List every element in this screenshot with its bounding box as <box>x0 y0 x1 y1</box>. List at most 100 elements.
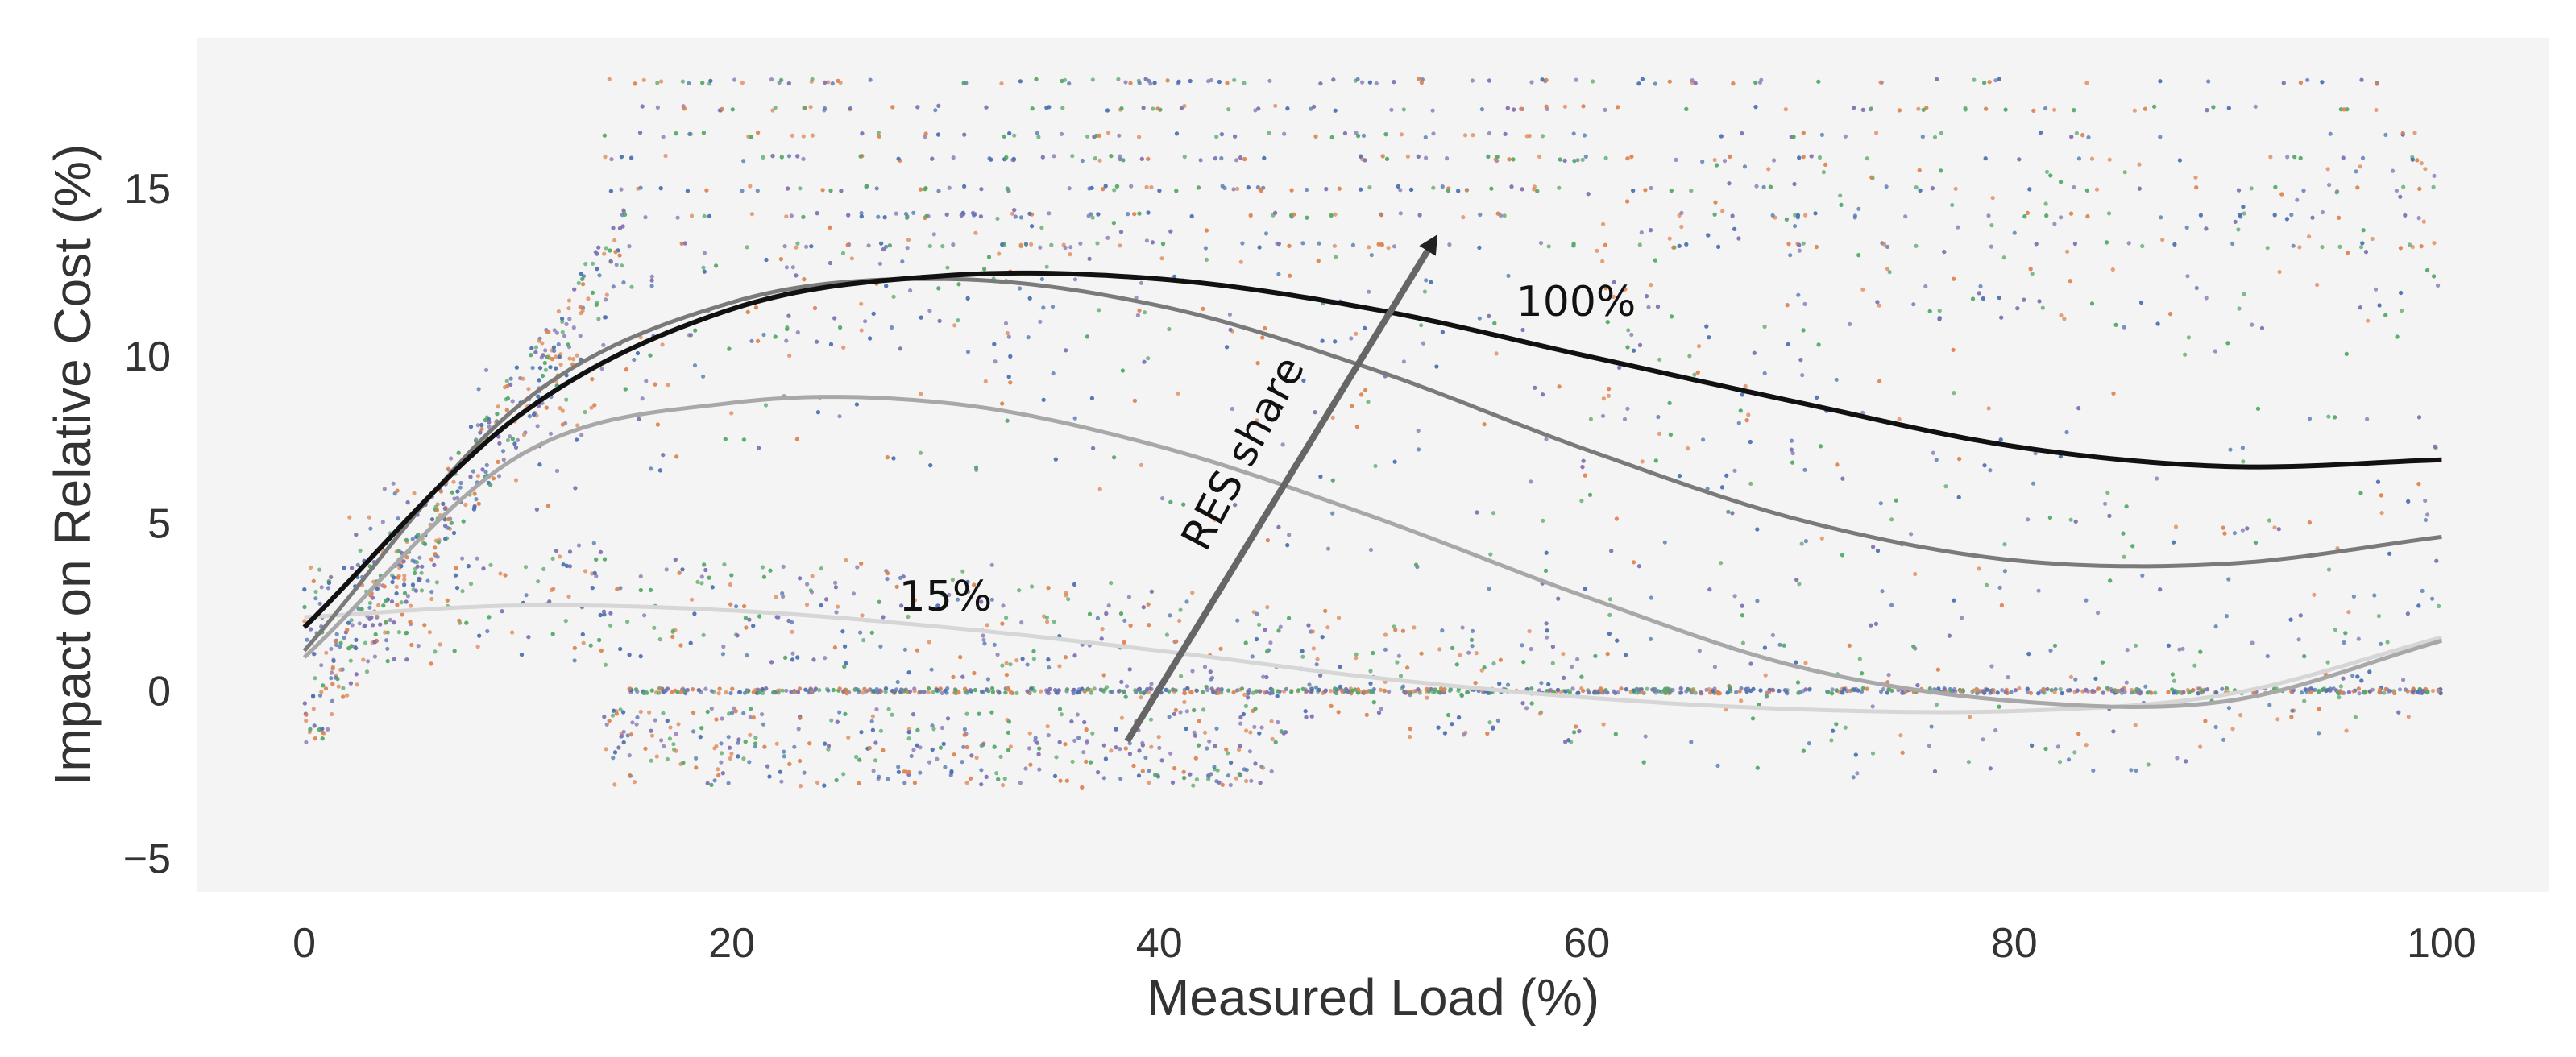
scatter-point <box>674 131 678 136</box>
scatter-point <box>474 497 479 502</box>
scatter-point <box>726 781 731 785</box>
scatter-point <box>1012 133 1017 138</box>
scatter-point <box>2265 653 2270 659</box>
scatter-point <box>1253 707 1258 711</box>
scatter-point <box>926 686 931 691</box>
scatter-point <box>1039 226 1044 230</box>
scatter-point <box>2357 691 2362 696</box>
scatter-point <box>429 661 433 666</box>
scatter-point <box>488 483 493 487</box>
scatter-point <box>1072 738 1077 744</box>
scatter-point <box>1184 599 1189 604</box>
scatter-point <box>1505 682 1511 687</box>
scatter-point <box>747 760 752 765</box>
scatter-point <box>2268 155 2273 160</box>
scatter-point <box>866 243 871 248</box>
scatter-point <box>2334 190 2339 195</box>
scatter-point <box>1246 691 1251 696</box>
scatter-point <box>2155 321 2160 326</box>
scatter-point <box>1103 756 1108 761</box>
scatter-point <box>1323 608 1328 614</box>
scatter-point <box>729 751 734 756</box>
scatter-point <box>737 690 743 694</box>
scatter-point <box>1777 642 1782 647</box>
scatter-point <box>1637 242 1642 247</box>
scatter-point <box>1461 215 1466 220</box>
scatter-point <box>2185 687 2190 693</box>
scatter-point <box>1336 710 1341 715</box>
scatter-point <box>1354 424 1359 429</box>
scatter-point <box>1748 439 1753 445</box>
scatter-point <box>1044 264 1049 269</box>
scatter-point <box>1581 104 1586 109</box>
scatter-point <box>1085 740 1089 745</box>
scatter-point <box>826 747 831 752</box>
scatter-point <box>1772 158 1777 163</box>
scatter-point <box>544 405 549 410</box>
scatter-point <box>804 602 810 607</box>
scatter-point <box>1129 184 1134 189</box>
scatter-point <box>908 288 913 293</box>
scatter-point <box>1921 107 1926 112</box>
scatter-point <box>960 569 965 574</box>
scatter-point <box>392 491 397 496</box>
scatter-point <box>438 489 444 494</box>
scatter-point <box>1159 256 1164 261</box>
scatter-point <box>1232 77 1237 82</box>
scatter-point <box>2236 227 2241 232</box>
scatter-point <box>1636 81 1641 86</box>
scatter-point <box>915 105 920 110</box>
scatter-point <box>1053 457 1058 462</box>
scatter-point <box>1251 690 1255 695</box>
scatter-point <box>907 689 912 694</box>
scatter-point <box>1489 186 1494 191</box>
scatter-point <box>1063 655 1068 660</box>
scatter-point <box>560 319 565 324</box>
scatter-point <box>591 541 596 545</box>
scatter-point <box>1122 689 1126 694</box>
scatter-point <box>603 155 608 160</box>
scatter-point <box>1405 665 1410 670</box>
scatter-point <box>1109 154 1114 159</box>
scatter-point <box>2359 678 2364 683</box>
scatter-point <box>1617 365 1622 370</box>
scatter-point <box>500 609 504 614</box>
scatter-point <box>894 584 899 589</box>
scatter-point <box>1118 243 1122 248</box>
scatter-point <box>779 77 784 82</box>
scatter-point <box>2130 544 2135 549</box>
scatter-point <box>780 688 785 693</box>
scatter-point <box>949 769 954 774</box>
scatter-point <box>1625 345 1630 350</box>
scatter-point <box>434 580 440 585</box>
scatter-point <box>924 213 929 218</box>
scatter-point <box>2344 728 2349 733</box>
scatter-point <box>734 604 739 609</box>
scatter-point <box>443 537 448 541</box>
scatter-point <box>345 628 350 632</box>
scatter-point <box>638 587 643 593</box>
scatter-point <box>716 767 720 772</box>
scatter-point <box>1487 313 1491 318</box>
scatter-point <box>2185 274 2190 279</box>
scatter-point <box>1125 684 1130 689</box>
scatter-point <box>877 774 881 779</box>
scatter-point <box>304 719 309 723</box>
scatter-point <box>466 564 471 569</box>
scatter-point <box>649 278 654 283</box>
scatter-point <box>1988 766 1993 771</box>
scatter-point <box>1433 687 1437 692</box>
scatter-point <box>505 396 511 401</box>
scatter-point <box>1544 104 1549 109</box>
scatter-point <box>891 456 896 461</box>
scatter-point <box>355 562 360 567</box>
scatter-point <box>567 549 573 554</box>
scatter-point <box>779 779 784 784</box>
scatter-point <box>884 244 889 249</box>
scatter-point <box>815 410 821 415</box>
scatter-point <box>2267 518 2271 523</box>
scatter-point <box>1840 690 1844 695</box>
scatter-point <box>1830 691 1835 696</box>
scatter-point <box>1109 748 1114 753</box>
scatter-point <box>736 740 740 745</box>
